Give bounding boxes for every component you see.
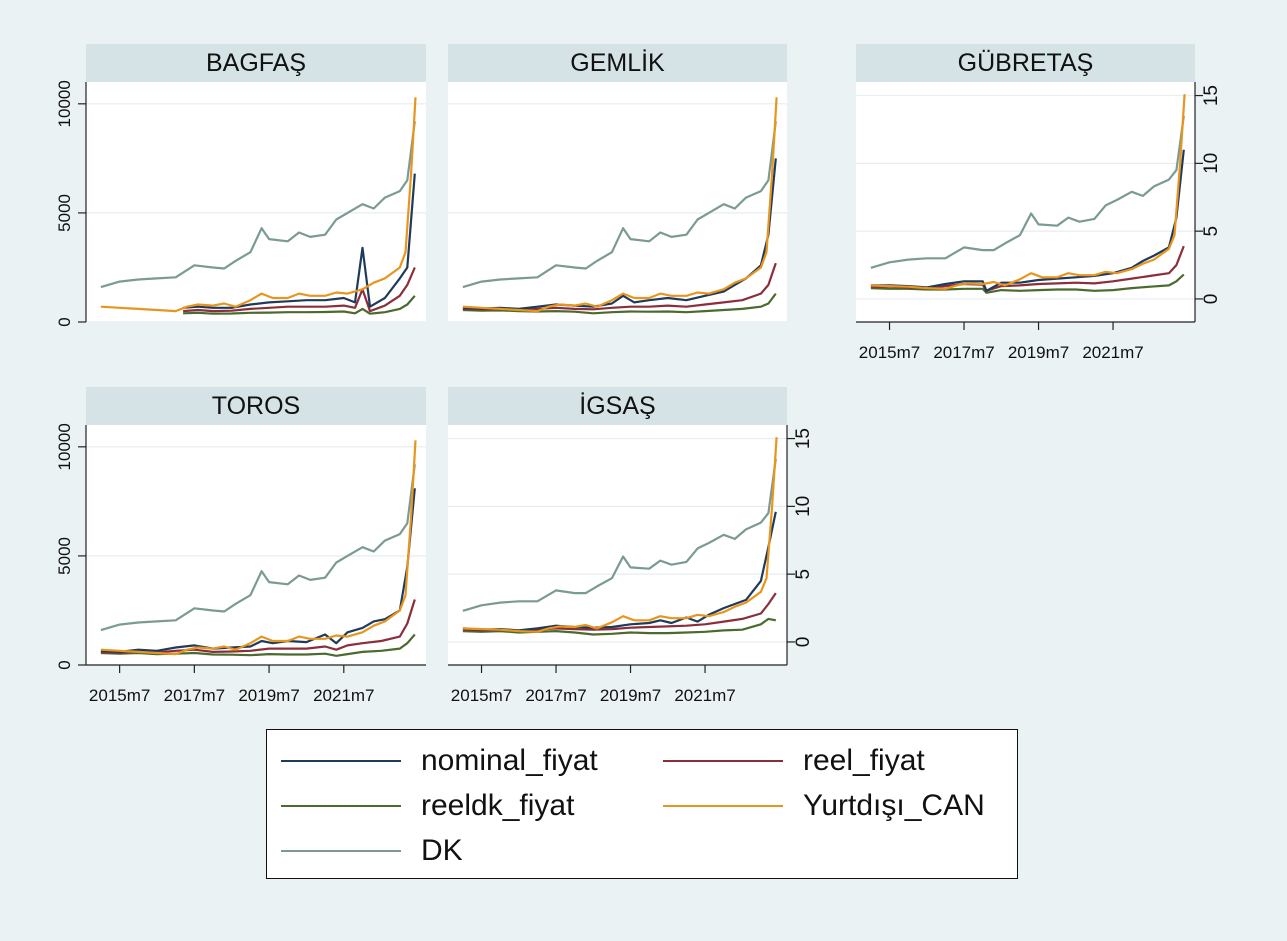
plot-area-igsas bbox=[448, 425, 787, 665]
plot-area-bagfas bbox=[86, 82, 426, 322]
x-tick-label-igsas: 2019m7 bbox=[600, 686, 661, 705]
y-tick-label-gubretas: 0 bbox=[1201, 294, 1222, 305]
y-tick-label-igsas: 5 bbox=[793, 569, 814, 580]
x-tick-label-gubretas: 2019m7 bbox=[1008, 343, 1069, 362]
legend-label-nominal-fiyat: nominal_fiyat bbox=[421, 744, 598, 777]
y-tick-label-igsas: 0 bbox=[793, 637, 814, 648]
series-line-yurtdisi-can-gubretas bbox=[870, 94, 1186, 290]
legend-item-reel-fiyat: reel_fiyat bbox=[663, 741, 925, 781]
y-tick-label-igsas: 15 bbox=[793, 428, 814, 449]
panel-header-bagfas bbox=[86, 44, 426, 82]
y-tick-label-gubretas: 15 bbox=[1201, 85, 1222, 106]
series-line-yurtdisi-can-toros bbox=[100, 440, 417, 656]
x-tick-label-toros: 2021m7 bbox=[313, 686, 374, 705]
panel-title-igsas: İGSAŞ bbox=[579, 391, 655, 420]
legend-label-yurtdisi-can: Yurtdışı_CAN bbox=[803, 789, 985, 822]
legend-item-yurtdisi-can: Yurtdışı_CAN bbox=[663, 786, 985, 826]
series-line-yurtdisi-can-bagfas bbox=[100, 97, 417, 313]
series-line-reeldk-fiyat-gubretas bbox=[870, 273, 1185, 294]
y-tick-label-toros: 0 bbox=[55, 660, 74, 669]
y-tick-label-bagfas: 5000 bbox=[55, 194, 74, 232]
panel-header-gemlik bbox=[448, 44, 787, 82]
x-tick-label-toros: 2015m7 bbox=[89, 686, 150, 705]
series-line-reeldk-fiyat-igsas bbox=[462, 617, 777, 636]
legend-item-nominal-fiyat: nominal_fiyat bbox=[281, 741, 598, 781]
legend-label-dk: DK bbox=[421, 834, 463, 867]
x-tick-label-igsas: 2021m7 bbox=[674, 686, 735, 705]
legend: nominal_fiyat reel_fiyat reeldk_fiyat Yu… bbox=[266, 729, 1018, 879]
x-tick-label-igsas: 2017m7 bbox=[525, 686, 586, 705]
series-line-nominal-fiyat-igsas bbox=[462, 511, 777, 632]
series-line-nominal-fiyat-gubretas bbox=[870, 149, 1185, 292]
y-tick-label-gubretas: 5 bbox=[1201, 226, 1222, 237]
panel-header-igsas bbox=[448, 387, 787, 425]
legend-swatch-nominal-fiyat bbox=[281, 760, 401, 762]
x-tick-label-gubretas: 2015m7 bbox=[859, 343, 920, 362]
panel-header-toros bbox=[86, 387, 426, 425]
series-line-yurtdisi-can-igsas bbox=[462, 437, 778, 633]
legend-swatch-reel-fiyat bbox=[663, 760, 783, 762]
x-tick-label-igsas: 2015m7 bbox=[451, 686, 512, 705]
series-line-nominal-fiyat-bagfas bbox=[183, 173, 416, 309]
y-tick-label-igsas: 10 bbox=[793, 496, 814, 517]
series-line-reel-fiyat-toros bbox=[100, 599, 416, 654]
legend-swatch-dk bbox=[281, 850, 401, 852]
y-tick-label-gubretas: 10 bbox=[1201, 153, 1222, 174]
plot-area-gemlik bbox=[448, 82, 787, 322]
panel-title-bagfas: BAGFAŞ bbox=[206, 49, 306, 77]
series-line-reeldk-fiyat-bagfas bbox=[183, 295, 416, 315]
legend-swatch-yurtdisi-can bbox=[663, 805, 783, 807]
legend-label-reel-fiyat: reel_fiyat bbox=[803, 744, 925, 777]
x-tick-label-gubretas: 2017m7 bbox=[933, 343, 994, 362]
legend-label-reeldk-fiyat: reeldk_fiyat bbox=[421, 789, 575, 822]
series-line-dk-gubretas bbox=[870, 115, 1185, 269]
panel-header-gubretas bbox=[856, 44, 1195, 82]
series-line-dk-igsas bbox=[462, 458, 777, 612]
legend-item-reeldk-fiyat: reeldk_fiyat bbox=[281, 786, 574, 826]
x-tick-label-gubretas: 2021m7 bbox=[1082, 343, 1143, 362]
panel-title-gemlik: GEMLİK bbox=[570, 48, 665, 77]
y-tick-label-toros: 10000 bbox=[55, 423, 74, 470]
series-line-yurtdisi-can-gemlik bbox=[462, 97, 778, 313]
series-line-dk-toros bbox=[100, 464, 416, 632]
panel-title-toros: TOROS bbox=[212, 392, 300, 420]
x-tick-label-toros: 2019m7 bbox=[238, 686, 299, 705]
legend-swatch-reeldk-fiyat bbox=[281, 805, 401, 807]
series-line-reel-fiyat-bagfas bbox=[183, 267, 416, 313]
plot-area-toros bbox=[86, 425, 426, 665]
legend-item-dk: DK bbox=[281, 831, 463, 871]
y-tick-label-toros: 5000 bbox=[55, 537, 74, 575]
panel-title-gubretas: GÜBRETAŞ bbox=[958, 49, 1094, 77]
x-tick-label-toros: 2017m7 bbox=[164, 686, 225, 705]
y-tick-label-bagfas: 10000 bbox=[55, 80, 74, 127]
y-tick-label-bagfas: 0 bbox=[55, 317, 74, 326]
series-line-dk-gemlik bbox=[462, 121, 777, 289]
series-line-dk-bagfas bbox=[100, 121, 416, 289]
